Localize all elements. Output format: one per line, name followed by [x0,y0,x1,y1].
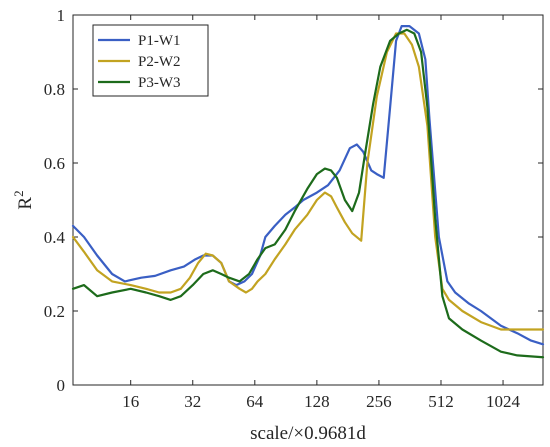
x-axis-label: scale/×0.9681d [250,423,366,444]
x-axis: 16 32 64 128 256 512 1024 [122,15,521,411]
y-tick-label: 0.2 [44,302,65,321]
legend-label-1: P1-W1 [138,33,181,49]
x-tick-label: 128 [304,392,330,411]
y-axis: 0 0.2 0.4 0.6 0.8 1 [44,6,543,395]
y-tick-label: 0.8 [44,80,65,99]
x-tick-label: 16 [122,392,139,411]
x-tick-label: 64 [246,392,264,411]
y-axis-label: R2 [11,190,36,209]
x-tick-label: 256 [366,392,392,411]
series-line-p3-w3 [71,28,545,359]
series-line-p1-w1 [71,25,545,346]
y-tick-label: 0.4 [44,228,66,247]
y-tick-label: 0.6 [44,154,65,173]
series-line-p2-w2 [71,32,545,331]
y-axis-label-base: R [15,197,36,210]
y-tick-label: 0 [57,376,66,395]
legend: P1-W1 P2-W2 P3-W3 [92,24,209,97]
y-tick-label: 1 [57,6,66,25]
legend-label-3: P3-W3 [138,75,181,91]
x-tick-label: 32 [184,392,201,411]
legend-label-2: P2-W2 [138,54,181,70]
y-axis-label-superscript: 2 [11,190,26,197]
x-tick-label: 1024 [486,392,521,411]
x-tick-label: 512 [428,392,454,411]
series-lines [71,25,545,359]
